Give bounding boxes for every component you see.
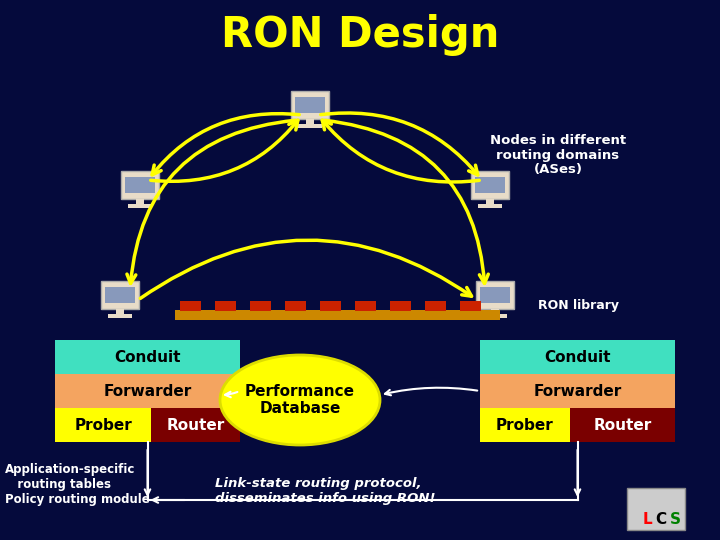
FancyBboxPatch shape <box>105 287 135 303</box>
FancyBboxPatch shape <box>125 177 155 193</box>
FancyBboxPatch shape <box>306 119 314 124</box>
Text: RON Design: RON Design <box>221 14 499 56</box>
FancyBboxPatch shape <box>320 301 341 311</box>
FancyBboxPatch shape <box>475 177 505 193</box>
Text: Router: Router <box>166 417 225 433</box>
Ellipse shape <box>220 355 380 445</box>
FancyBboxPatch shape <box>471 171 509 199</box>
Text: Conduit: Conduit <box>544 349 611 364</box>
Text: S: S <box>670 512 680 528</box>
FancyBboxPatch shape <box>482 314 508 318</box>
FancyBboxPatch shape <box>291 91 329 119</box>
FancyBboxPatch shape <box>116 309 124 314</box>
FancyBboxPatch shape <box>285 301 305 311</box>
Text: Conduit: Conduit <box>114 349 181 364</box>
FancyBboxPatch shape <box>570 408 675 442</box>
FancyBboxPatch shape <box>425 301 446 311</box>
FancyBboxPatch shape <box>355 301 376 311</box>
FancyBboxPatch shape <box>480 287 510 303</box>
FancyBboxPatch shape <box>121 171 159 199</box>
FancyBboxPatch shape <box>127 204 153 208</box>
FancyBboxPatch shape <box>180 301 201 311</box>
FancyBboxPatch shape <box>480 340 675 374</box>
Text: Link-state routing protocol,
disseminates info using RON!: Link-state routing protocol, disseminate… <box>215 477 436 505</box>
FancyBboxPatch shape <box>390 301 410 311</box>
FancyBboxPatch shape <box>151 408 240 442</box>
FancyBboxPatch shape <box>55 340 240 374</box>
Text: C: C <box>655 512 667 528</box>
Text: L: L <box>642 512 652 528</box>
FancyBboxPatch shape <box>101 281 139 309</box>
FancyBboxPatch shape <box>480 374 675 408</box>
FancyBboxPatch shape <box>175 310 500 320</box>
FancyBboxPatch shape <box>486 199 494 204</box>
Text: RON library: RON library <box>538 300 619 313</box>
FancyBboxPatch shape <box>476 281 514 309</box>
FancyBboxPatch shape <box>55 408 151 442</box>
Text: Forwarder: Forwarder <box>534 383 621 399</box>
FancyBboxPatch shape <box>480 408 570 442</box>
FancyBboxPatch shape <box>627 488 685 530</box>
FancyBboxPatch shape <box>108 314 132 318</box>
FancyBboxPatch shape <box>215 301 235 311</box>
FancyBboxPatch shape <box>460 301 480 311</box>
Text: Prober: Prober <box>74 417 132 433</box>
Text: Router: Router <box>593 417 652 433</box>
Text: Application-specific
   routing tables
Policy routing module: Application-specific routing tables Poli… <box>5 463 150 506</box>
Text: Forwarder: Forwarder <box>104 383 192 399</box>
Text: Prober: Prober <box>496 417 554 433</box>
FancyBboxPatch shape <box>295 97 325 113</box>
FancyBboxPatch shape <box>297 124 323 128</box>
FancyBboxPatch shape <box>477 204 503 208</box>
Text: Nodes in different
routing domains
(ASes): Nodes in different routing domains (ASes… <box>490 133 626 177</box>
FancyBboxPatch shape <box>491 309 499 314</box>
FancyBboxPatch shape <box>136 199 144 204</box>
FancyBboxPatch shape <box>250 301 271 311</box>
FancyBboxPatch shape <box>55 374 240 408</box>
Text: Performance
Database: Performance Database <box>245 384 355 416</box>
